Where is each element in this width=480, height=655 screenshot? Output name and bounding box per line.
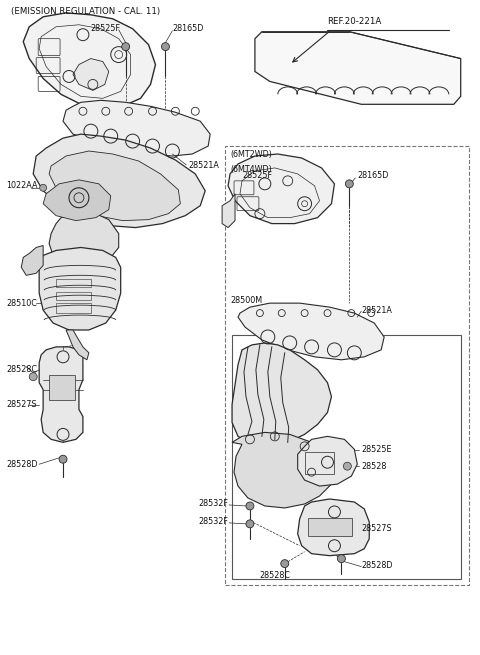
Text: 28165D: 28165D: [172, 24, 204, 33]
Text: 28528: 28528: [361, 462, 387, 471]
Polygon shape: [228, 154, 335, 223]
Text: 28528D: 28528D: [361, 561, 393, 570]
Circle shape: [29, 373, 37, 381]
Text: REF.20-221A: REF.20-221A: [327, 17, 382, 26]
Bar: [49, 375, 75, 400]
Polygon shape: [39, 248, 120, 330]
Polygon shape: [66, 330, 89, 360]
Circle shape: [346, 180, 353, 188]
Polygon shape: [238, 303, 384, 360]
Text: 28525F: 28525F: [91, 24, 121, 33]
Text: (EMISSION REGULATION - CAL. 11): (EMISSION REGULATION - CAL. 11): [12, 7, 160, 16]
Bar: [56, 292, 91, 300]
Polygon shape: [222, 194, 235, 227]
Circle shape: [343, 462, 351, 470]
Text: 28532F: 28532F: [198, 517, 228, 527]
Text: 28527S: 28527S: [6, 400, 37, 409]
Circle shape: [161, 43, 169, 50]
Text: 28525F: 28525F: [242, 172, 272, 180]
Text: 28532F: 28532F: [198, 500, 228, 508]
Polygon shape: [33, 134, 205, 227]
Circle shape: [40, 184, 47, 191]
Text: (6MT4WD): (6MT4WD): [230, 166, 272, 174]
Text: 28528C: 28528C: [6, 365, 37, 374]
Text: 28527S: 28527S: [361, 525, 392, 533]
Polygon shape: [298, 436, 357, 486]
Polygon shape: [63, 100, 210, 156]
Polygon shape: [49, 151, 180, 221]
Polygon shape: [298, 499, 369, 555]
Bar: [305, 452, 335, 474]
Bar: [308, 518, 352, 536]
Circle shape: [122, 43, 130, 50]
Polygon shape: [232, 432, 335, 508]
Circle shape: [246, 502, 254, 510]
Text: 28528C: 28528C: [259, 571, 290, 580]
Text: 28500M: 28500M: [230, 295, 262, 305]
Text: 28525E: 28525E: [361, 445, 392, 454]
Polygon shape: [21, 246, 43, 275]
Text: 28521A: 28521A: [361, 306, 392, 314]
Polygon shape: [43, 180, 111, 221]
Bar: [232, 335, 461, 578]
Circle shape: [281, 559, 288, 568]
Text: 28521A: 28521A: [188, 161, 219, 170]
Text: 28165D: 28165D: [357, 172, 389, 180]
Polygon shape: [39, 347, 83, 442]
Circle shape: [337, 555, 346, 563]
Bar: [56, 279, 91, 288]
Text: 28528D: 28528D: [6, 460, 38, 469]
Polygon shape: [49, 214, 119, 265]
Polygon shape: [232, 343, 332, 446]
Text: 28510C: 28510C: [6, 299, 37, 308]
Text: (6MT2WD): (6MT2WD): [230, 149, 272, 159]
Circle shape: [59, 455, 67, 463]
Polygon shape: [23, 13, 156, 108]
Bar: [225, 146, 468, 586]
Bar: [56, 303, 91, 313]
Polygon shape: [255, 31, 461, 104]
Polygon shape: [73, 58, 109, 90]
Text: 1022AA: 1022AA: [6, 181, 38, 191]
Circle shape: [246, 520, 254, 528]
